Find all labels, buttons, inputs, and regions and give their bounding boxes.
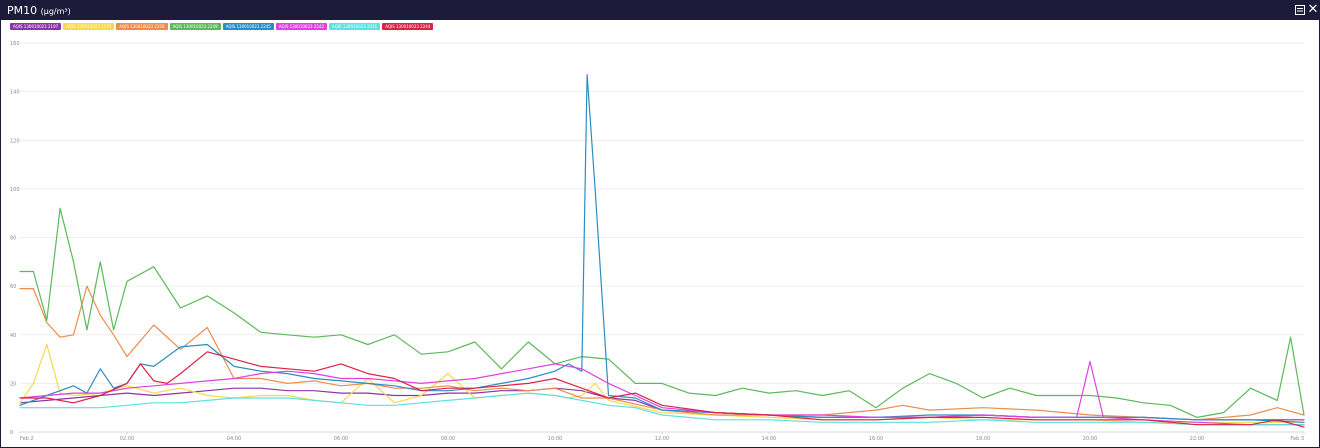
- x-tick-label: 14:00: [762, 436, 776, 442]
- legend-item[interactable]: AQIS 130010023 2245: [222, 23, 274, 30]
- x-tick-label: 20:00: [1083, 436, 1097, 442]
- x-tick-label: Feb 2: [20, 436, 34, 442]
- y-tick-label: 140: [10, 90, 20, 96]
- legend-item[interactable]: AQIS 130010023 2242: [275, 23, 328, 30]
- title-bar: PM10 (μg/m³) ✕: [1, 1, 1319, 20]
- x-tick-label: 10:00: [548, 436, 562, 442]
- legend-item[interactable]: AQIS 130010023 2197: [10, 23, 62, 30]
- close-icon[interactable]: ✕: [1307, 2, 1319, 17]
- legend-item[interactable]: AQIS 130010023 2159: [116, 23, 168, 30]
- x-tick-label: 12:00: [655, 436, 669, 442]
- x-tick-label: 06:00: [334, 436, 348, 442]
- chart-title-unit: (μg/m³): [40, 7, 71, 16]
- y-tick-label: 20: [10, 381, 16, 387]
- chart-legend: AQIS 130010023 2197 AQIS 130010023 2174 AQ…: [10, 23, 435, 30]
- x-tick-label: 08:00: [441, 436, 455, 442]
- export-icon[interactable]: [1293, 3, 1307, 17]
- series-line: [19, 351, 1305, 428]
- x-tick-label: 16:00: [869, 436, 883, 442]
- series-line: [19, 73, 1305, 423]
- legend-item[interactable]: AQIS 130010023 2249: [169, 23, 221, 30]
- series-line: [19, 360, 1305, 426]
- x-tick-label: 04:00: [227, 436, 241, 442]
- y-tick-label: 40: [10, 333, 16, 339]
- y-tick-label: 80: [10, 236, 16, 242]
- x-tick-label: 18:00: [976, 436, 990, 442]
- legend-item[interactable]: AQIS 130010023 2244: [382, 23, 434, 30]
- y-tick-label: 100: [10, 187, 20, 193]
- series-line: [19, 392, 1305, 426]
- y-tick-label: 0: [10, 430, 13, 436]
- y-tick-label: 60: [10, 284, 16, 290]
- series-line: [19, 207, 1305, 418]
- x-tick-label: 02:00: [120, 436, 134, 442]
- y-tick-label: 160: [10, 41, 20, 47]
- chart-title-text: PM10: [7, 4, 38, 17]
- legend-item[interactable]: AQIS 130010023 2174: [63, 23, 115, 30]
- chart-title: PM10 (μg/m³): [7, 3, 71, 19]
- y-tick-label: 120: [10, 138, 20, 144]
- x-tick-label: 22:00: [1190, 436, 1204, 442]
- x-tick-label: Feb 3: [1290, 436, 1304, 442]
- legend-item[interactable]: AQIS 130010023 2031: [329, 23, 381, 30]
